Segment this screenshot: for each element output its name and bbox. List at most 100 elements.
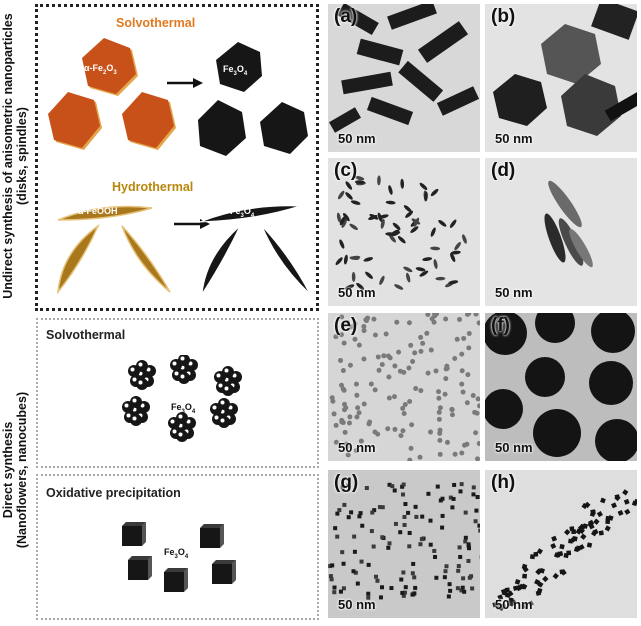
- nanocube-particle: [387, 541, 392, 546]
- nanoparticle: [470, 393, 476, 399]
- nanocube-particle: [463, 510, 468, 515]
- nanocube-particle: [492, 601, 498, 608]
- nanoparticle: [398, 433, 404, 439]
- nanocube-particle: [351, 569, 356, 574]
- nanocube-particle: [329, 577, 334, 582]
- nanocube-particle: [432, 548, 437, 553]
- nanocube-particle: [458, 554, 463, 559]
- goethite-formula: α-FeOOH: [78, 206, 118, 216]
- spindle-particle: [400, 178, 405, 189]
- oxidative-precipitation-box: [36, 474, 319, 620]
- panel-label-e: (e): [334, 315, 358, 336]
- magnetite-formula-4: Fe3O4: [164, 547, 188, 560]
- nanoparticle: [368, 381, 374, 387]
- nanoparticle: [340, 323, 346, 329]
- nanoparticle: [381, 353, 387, 359]
- nanocube-particle: [467, 546, 472, 551]
- nanocube-particle: [375, 578, 380, 583]
- nanocube-particle: [456, 564, 461, 569]
- spindle-particle: [435, 276, 446, 281]
- tem-image-g: [328, 482, 480, 600]
- spindle-particle: [380, 218, 385, 229]
- tem-panel-f: (f) 50 nm: [485, 313, 637, 461]
- nanocube-particle: [410, 571, 415, 576]
- spindle-particle: [363, 257, 374, 262]
- tem-image-b: [493, 4, 637, 136]
- nanocube-particle: [463, 535, 468, 540]
- spindle-particle: [369, 213, 379, 220]
- spindle-particle: [397, 236, 406, 244]
- solvothermal-title-2: Solvothermal: [46, 328, 126, 342]
- nanoparticle: [333, 334, 339, 340]
- spindle-particle: [405, 210, 414, 218]
- spindle-particle: [385, 200, 396, 205]
- nanoparticle: [400, 405, 406, 411]
- spindle-particle: [419, 270, 429, 277]
- panel-label-f: (f): [491, 315, 510, 336]
- spindle-particle: [337, 190, 345, 200]
- nanocube-particle: [380, 505, 385, 510]
- nanocube-particle: [566, 550, 572, 556]
- magnetite-o: O: [236, 64, 244, 74]
- spindle-particle: [345, 181, 353, 190]
- nanoparticle: [432, 313, 438, 316]
- nanoparticle: [353, 447, 359, 453]
- spindle-particle: [365, 271, 373, 279]
- magnetite-o: O: [243, 206, 251, 216]
- magnetite-formula-3: Fe3O4: [171, 402, 195, 415]
- nanocube-particle: [605, 519, 611, 525]
- scale-label-c: 50 nm: [338, 285, 376, 300]
- nanocube-particle: [500, 588, 507, 595]
- nanoparticle: [361, 356, 367, 362]
- nanocube-particle: [401, 482, 406, 487]
- nanocube-particle: [402, 514, 407, 519]
- nanoparticle: [406, 365, 412, 371]
- nanoflower: [122, 396, 150, 426]
- nanoparticle: [437, 405, 443, 411]
- spindle-particle: [430, 188, 439, 197]
- nanoparticle: [436, 395, 442, 401]
- indirect-label-line2: (disks, spindles): [15, 107, 29, 205]
- nanoparticle: [386, 395, 392, 401]
- nanocube-particle: [466, 559, 471, 564]
- spindle-particle: [356, 282, 365, 290]
- scale-label-d: 50 nm: [495, 285, 533, 300]
- panel-label-d: (d): [491, 160, 516, 181]
- spindle-particle: [424, 191, 428, 202]
- spindle-particle: [336, 212, 341, 223]
- spindle-particle: [339, 216, 346, 226]
- nanoparticle: [394, 319, 400, 325]
- tem-panel-g: (g) 50 nm: [328, 470, 480, 618]
- spindle-particle: [354, 175, 365, 181]
- nanocube-particle: [542, 575, 549, 583]
- spindle-particle: [450, 250, 461, 255]
- nanoparticle: [365, 315, 371, 321]
- nanoparticle: [418, 348, 424, 354]
- panel-label-c: (c): [334, 160, 358, 181]
- panel-label-a: (a): [334, 6, 358, 27]
- nanocube-particle: [586, 542, 593, 548]
- nanocube-particle: [623, 498, 630, 505]
- nanocube-particle: [451, 496, 456, 501]
- nanocube-particle: [342, 502, 347, 507]
- direct-label-line1: Direct synthesis: [1, 421, 15, 519]
- nanoparticle: [376, 367, 382, 373]
- spindle-particle: [394, 284, 404, 290]
- nanoparticle: [345, 443, 351, 449]
- direct-label-line2: (Nanoflowers, nanocubes): [15, 391, 29, 549]
- nanoparticle: [465, 372, 471, 378]
- scale-label-g: 50 nm: [338, 597, 376, 612]
- nanocube-particle: [459, 588, 464, 593]
- indirect-label-line1: Undirect synthesis of anisometric nanopa…: [1, 13, 15, 299]
- nanoparticle: [339, 314, 345, 320]
- scale-label-b: 50 nm: [495, 131, 533, 146]
- nanocube-particle: [402, 522, 407, 527]
- nanoflowers-illustration: [122, 355, 242, 442]
- nanocube-particle: [380, 585, 385, 590]
- nanoparticle: [454, 336, 460, 342]
- nanocube-particle: [359, 559, 364, 564]
- tem-panel-c: (c) 50 nm: [328, 158, 480, 306]
- nanocube-particle: [584, 501, 591, 509]
- nanoparticle: [474, 410, 480, 416]
- nanocube-particle: [450, 505, 455, 510]
